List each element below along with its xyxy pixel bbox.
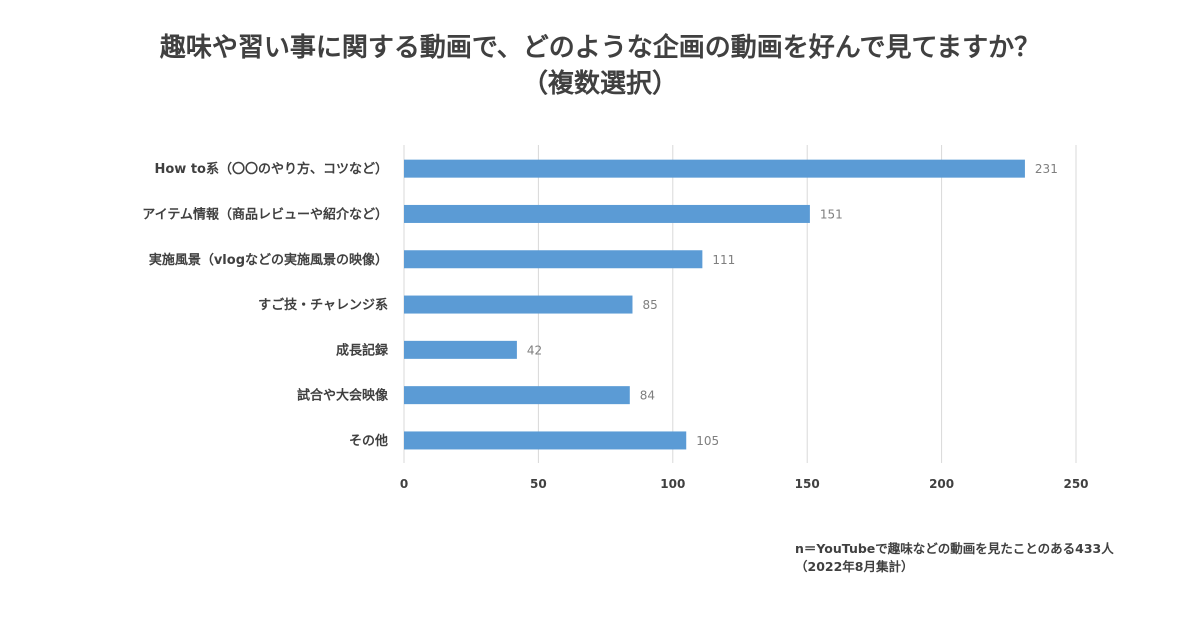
data-label: 111: [712, 253, 735, 267]
data-label: 231: [1035, 162, 1058, 176]
x-tick-label: 200: [929, 477, 954, 491]
bar: [404, 204, 810, 223]
category-label: 成長記録: [336, 342, 389, 358]
bar: [404, 431, 687, 450]
category-label: How to系（〇〇のやり方、コツなど）: [155, 161, 389, 177]
category-label: その他: [349, 433, 388, 449]
bar: [404, 340, 517, 359]
footnote: n＝YouTubeで趣味などの動画を見たことのある433人 （2022年8月集計…: [795, 540, 1114, 576]
x-tick-label: 100: [660, 477, 685, 491]
data-label: 42: [527, 343, 542, 357]
data-label: 105: [696, 434, 719, 448]
data-label: 85: [642, 298, 657, 312]
category-label: すご技・チャレンジ系: [258, 297, 388, 313]
footnote-date: （2022年8月集計）: [795, 559, 914, 574]
bars: [404, 159, 1025, 450]
data-label: 151: [820, 207, 843, 221]
chart-title: 趣味や習い事に関する動画で、どのような企画の動画を好んで見てますか？ （複数選択…: [0, 30, 1200, 102]
bar: [404, 295, 633, 314]
category-label: 実施風景（vlogなどの実施風景の映像）: [149, 252, 388, 268]
x-tick-label: 250: [1063, 477, 1088, 491]
category-labels: How to系（〇〇のやり方、コツなど） アイテム情報（商品レビューや紹介など） 実…: [142, 161, 389, 449]
x-tick-label: 50: [530, 477, 547, 491]
bar: [404, 386, 630, 405]
x-tick-label: 0: [400, 477, 408, 491]
category-label: アイテム情報（商品レビューや紹介など）: [142, 206, 388, 222]
value-labels: 231 151 111 85 42 84 105: [527, 162, 1058, 448]
data-label: 84: [640, 389, 655, 403]
x-tick-label: 150: [795, 477, 820, 491]
x-axis-tick-labels: 0 50 100 150 200 250: [400, 477, 1089, 491]
chart-title-line-1: 趣味や習い事に関する動画で、どのような企画の動画を好んで見てますか？: [159, 33, 1041, 63]
chart-title-line-2: （複数選択）: [521, 69, 678, 99]
footnote-sample-size: n＝YouTubeで趣味などの動画を見たことのある433人: [795, 541, 1114, 556]
category-label: 試合や大会映像: [297, 388, 389, 404]
bar: [404, 250, 703, 269]
bar: [404, 159, 1025, 178]
